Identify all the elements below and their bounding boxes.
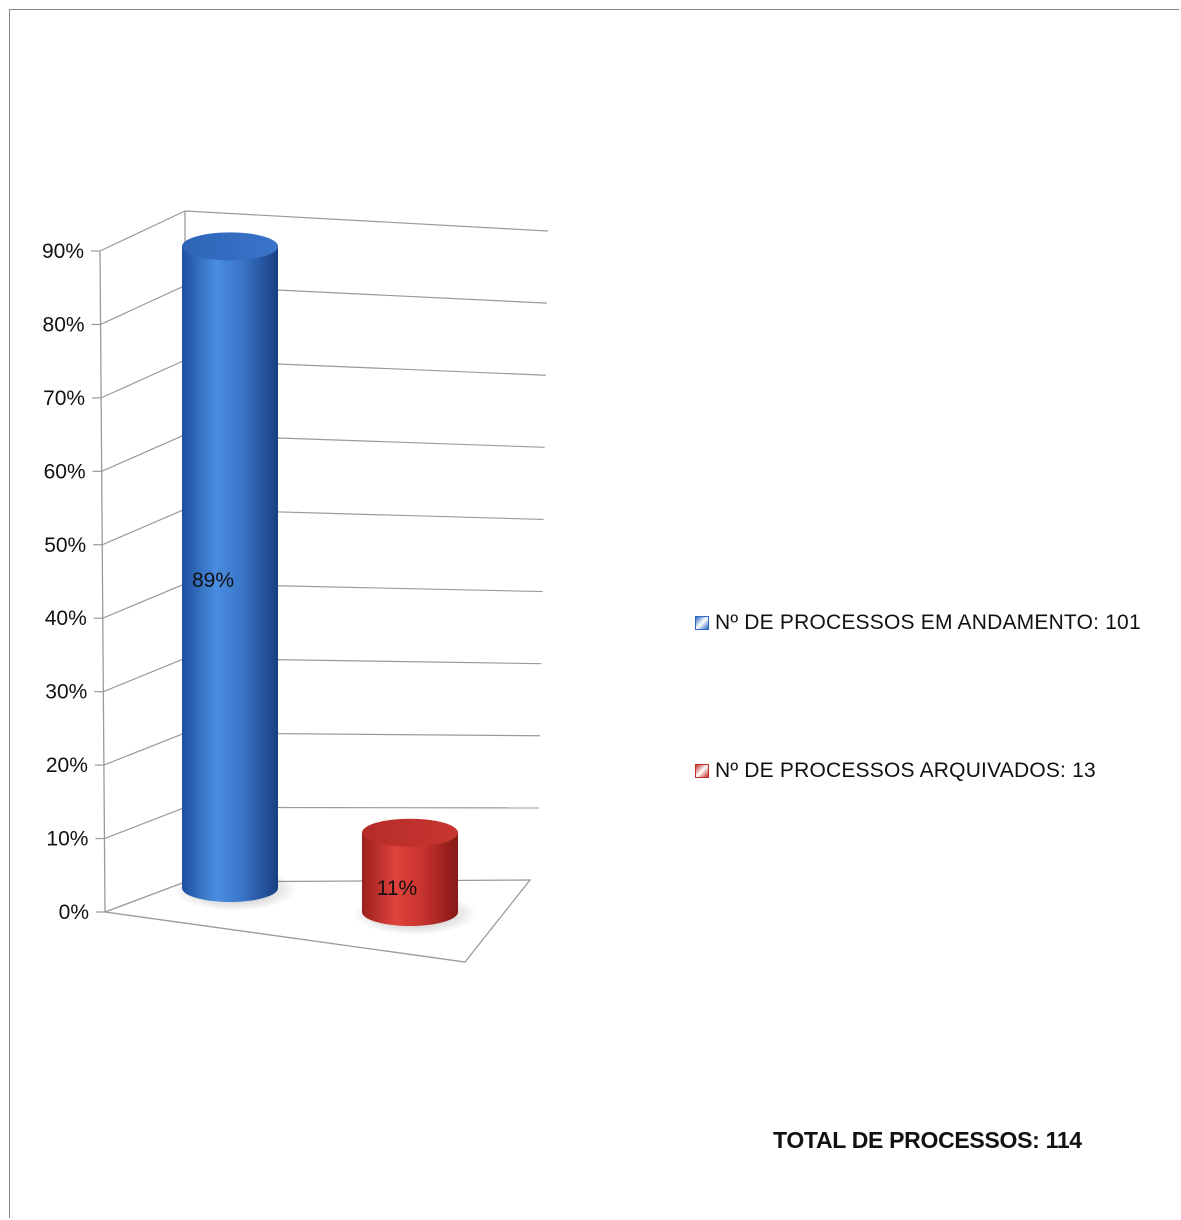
y-tick-label: 40% [45, 607, 87, 630]
gridline-side [104, 806, 186, 840]
bar-arquivados-top [362, 818, 458, 847]
y-tick-label: 10% [46, 828, 88, 851]
y-tick-label: 50% [44, 534, 86, 557]
y-tick-label: 90% [42, 240, 84, 263]
legend-item: Nº DE PROCESSOS ARQUIVADOS: 13 [695, 759, 1096, 783]
gridline-side [103, 732, 186, 766]
bar-arquivados [362, 832, 458, 926]
legend-swatch [695, 764, 709, 778]
gridline-side [99, 210, 186, 252]
gridline-side [100, 285, 186, 325]
y-tick-label: 60% [44, 460, 86, 483]
data-label: 89% [192, 569, 234, 592]
left-wall-front-edge [99, 250, 106, 913]
gridline-side [101, 434, 186, 472]
y-tick-label: 80% [43, 313, 85, 336]
legend-swatch [695, 616, 709, 630]
gridline-side [102, 583, 186, 619]
total-processes-label: TOTAL DE PROCESSOS: 114 [773, 1127, 1082, 1153]
legend: Nº DE PROCESSOS EM ANDAMENTO: 101 Nº DE P… [695, 0, 1175, 1220]
gridline-side [101, 508, 186, 546]
bar-em-andamento [182, 246, 278, 902]
data-label: 11% [377, 877, 417, 900]
bar-em-andamento-top [182, 232, 278, 261]
legend-label: Nº DE PROCESSOS ARQUIVADOS: 13 [715, 759, 1096, 782]
legend-label: Nº DE PROCESSOS EM ANDAMENTO: 101 [715, 611, 1141, 634]
y-tick-label: 0% [59, 901, 89, 924]
gridline-back [184, 210, 549, 232]
chart-frame [9, 9, 1179, 1218]
gridline-side [100, 359, 186, 399]
y-tick-label: 70% [43, 387, 85, 410]
floor-outline [104, 879, 532, 963]
gridline-side [103, 657, 186, 693]
y-tick-label: 30% [45, 681, 87, 704]
y-tick-label: 20% [46, 754, 88, 777]
legend-item: Nº DE PROCESSOS EM ANDAMENTO: 101 [695, 611, 1141, 635]
